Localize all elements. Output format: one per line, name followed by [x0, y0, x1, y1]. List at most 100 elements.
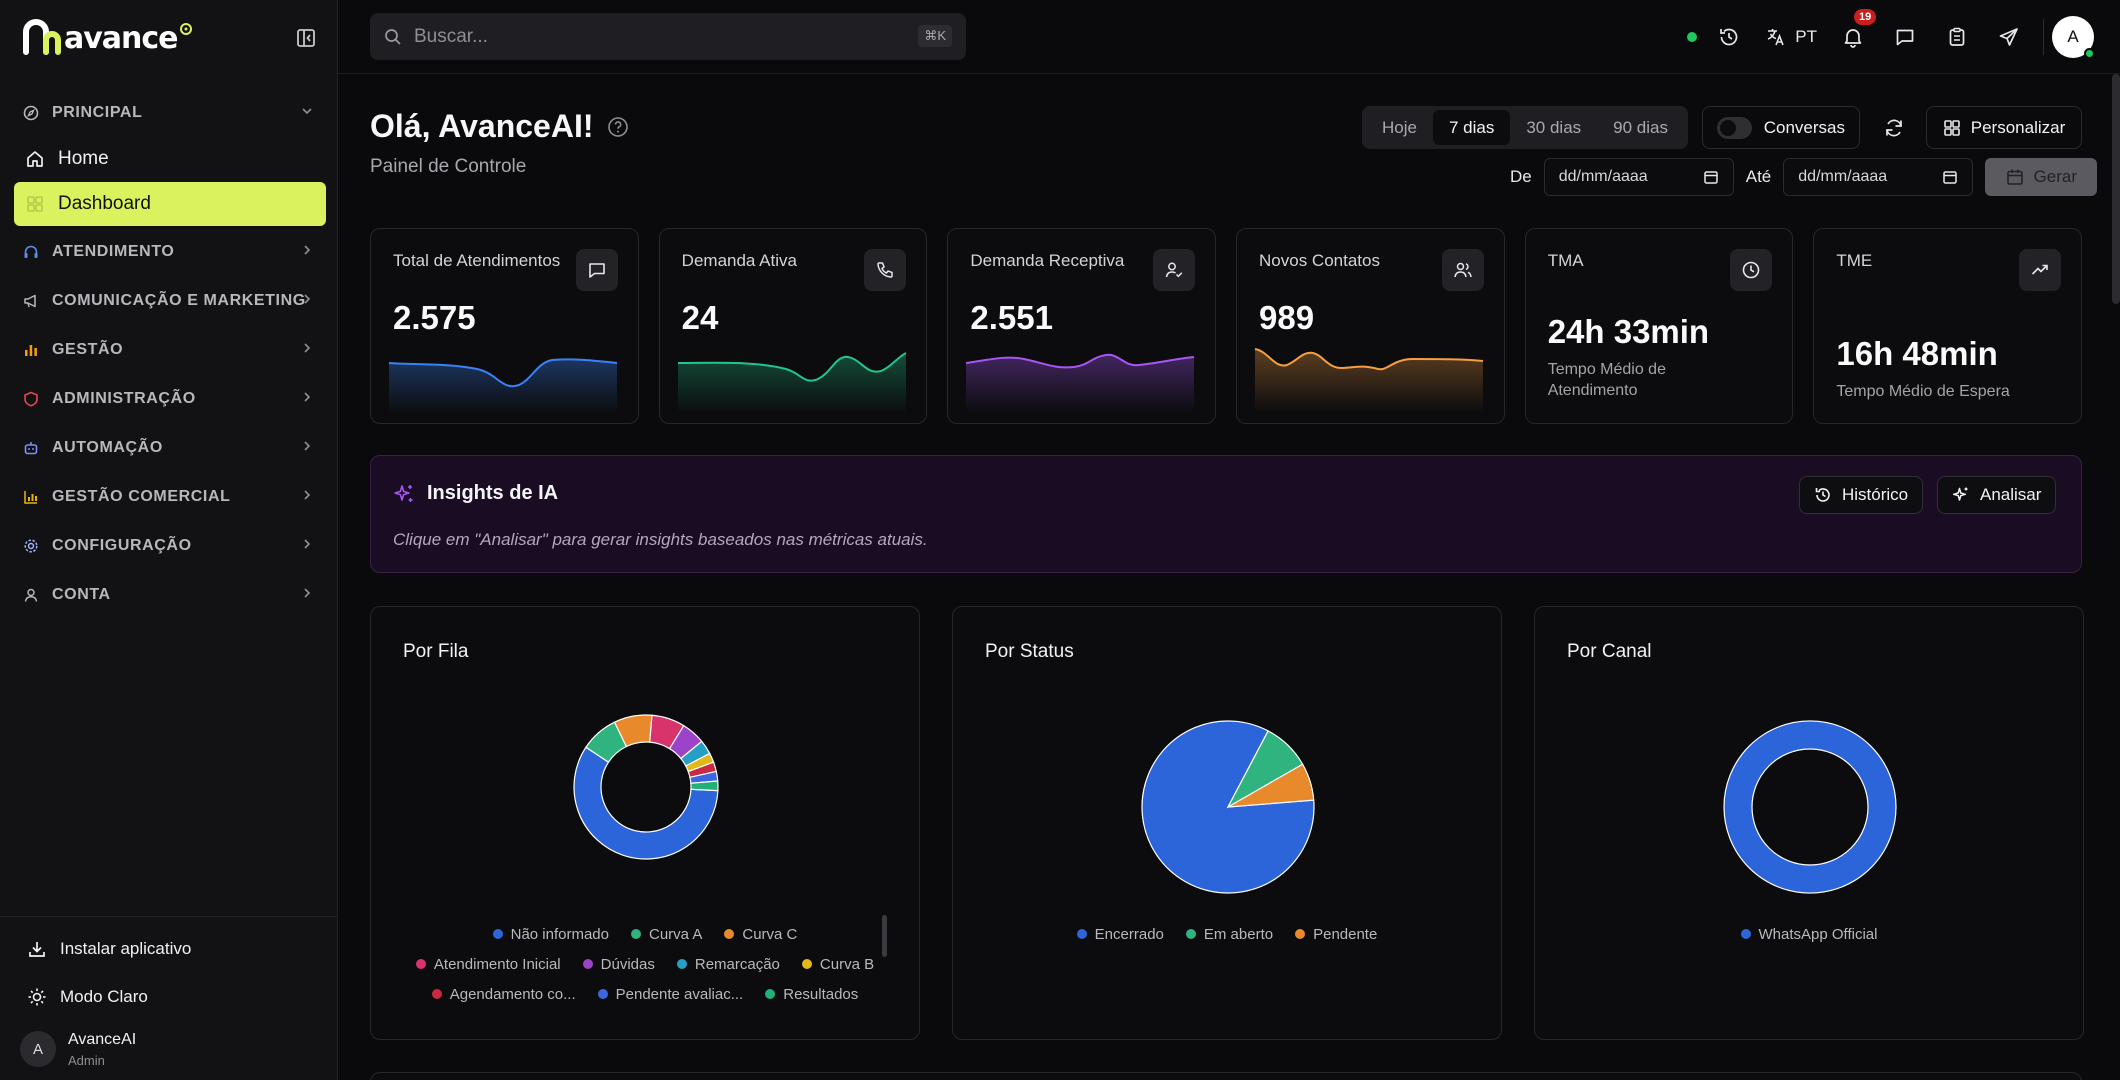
- metric-card-demanda-ativa: Demanda Ativa 24: [658, 228, 928, 424]
- conversas-toggle[interactable]: Conversas: [1702, 106, 1860, 149]
- clock-icon: [1730, 249, 1773, 291]
- nav-section-administracao[interactable]: ADMINISTRAÇÃO: [14, 374, 326, 423]
- generate-button[interactable]: Gerar: [1985, 158, 2098, 196]
- date-filter: De dd/mm/aaaa Até dd/mm/aaaa Gerar: [1510, 158, 2098, 196]
- online-indicator: [2084, 48, 2095, 59]
- legend-item: Curva B: [801, 956, 874, 973]
- customize-button[interactable]: Personalizar: [1926, 106, 2082, 149]
- logo-text: avance: [64, 20, 179, 56]
- nav-section-atendimento[interactable]: ATENDIMENTO: [14, 227, 326, 276]
- dashboard-main: Olá, AvanceAI! Painel de Controle Hoje 7…: [338, 74, 2120, 1080]
- logo-row: avance: [22, 18, 318, 58]
- legend-dot: [801, 959, 812, 969]
- user-info: AvanceAI Admin: [68, 1031, 136, 1068]
- user-avatar-button[interactable]: A: [2052, 16, 2095, 59]
- legend-item: WhatsApp Official: [1740, 925, 1878, 943]
- history-button[interactable]: [1703, 0, 1755, 74]
- pie-slice-n-o-informado[interactable]: [573, 746, 719, 860]
- nav-section-comunicacao[interactable]: COMUNICAÇÃO E MARKETING: [14, 276, 326, 325]
- sidebar-nav: PRINCIPAL Home Dashboard: [14, 88, 326, 619]
- from-date-input[interactable]: dd/mm/aaaa: [1543, 158, 1734, 196]
- messages-button[interactable]: [1879, 0, 1931, 74]
- theme-toggle-button[interactable]: Modo Claro: [0, 973, 338, 1021]
- history-button[interactable]: Histórico: [1799, 476, 1924, 514]
- tab-7-dias[interactable]: 7 dias: [1432, 110, 1511, 145]
- pie-slice-whatsapp-official[interactable]: [1723, 720, 1897, 894]
- user-icon: [22, 586, 40, 604]
- legend-scrollbar[interactable]: [882, 915, 887, 957]
- user-profile[interactable]: A AvanceAI Admin: [0, 1021, 338, 1077]
- metric-card-novos-contatos: Novos Contatos 989: [1236, 228, 1505, 424]
- legend-label: WhatsApp Official: [1758, 925, 1878, 943]
- pie-slice-resultados[interactable]: [690, 780, 719, 792]
- ai-insights-panel: Insights de IA Clique em "Analisar" para…: [370, 455, 2082, 573]
- from-label: De: [1510, 167, 1532, 186]
- nav-section-label: GESTÃO: [52, 340, 124, 358]
- card-title: Total de Atendimentos: [393, 251, 561, 270]
- page-scrollbar[interactable]: [2112, 74, 2120, 304]
- logo-mark-icon: [23, 19, 61, 55]
- from-date-placeholder: dd/mm/aaaa: [1558, 168, 1648, 185]
- tab-30-dias[interactable]: 30 dias: [1526, 117, 1582, 137]
- card-subtitle: Tempo Médio de Atendimento: [1547, 361, 1666, 399]
- legend-dot: [1076, 929, 1087, 939]
- phone-icon: [864, 249, 907, 291]
- notifications-button[interactable]: 19: [1827, 0, 1879, 74]
- legend-label: Curva A: [649, 925, 703, 943]
- send-button[interactable]: [1983, 0, 2035, 74]
- sparkline-novos-contatos: [1254, 348, 1484, 413]
- nav-section-label: ADMINISTRAÇÃO: [52, 389, 196, 407]
- sparkles-icon: [394, 484, 413, 502]
- user-check-icon: [1153, 249, 1196, 291]
- legend-item: Agendamento co...: [431, 985, 576, 1003]
- legend-dot: [582, 959, 593, 969]
- nav-section-conta[interactable]: CONTA: [14, 570, 326, 619]
- search-input[interactable]: Buscar... ⌘K: [370, 13, 966, 60]
- analyze-button[interactable]: Analisar: [1937, 476, 2057, 514]
- card-title: TMA: [1547, 251, 1584, 270]
- theme-toggle-label: Modo Claro: [60, 987, 148, 1006]
- logo[interactable]: avance: [22, 18, 193, 58]
- help-circle-icon[interactable]: [607, 116, 629, 138]
- sidebar-item-home[interactable]: Home: [14, 137, 326, 181]
- gear-icon: [22, 537, 40, 555]
- card-value: 24h 33min: [1547, 313, 1710, 350]
- refresh-button[interactable]: [1872, 106, 1915, 149]
- layout-grid-icon: [1943, 119, 1960, 136]
- install-app-button[interactable]: Instalar aplicativo: [0, 925, 338, 973]
- legend-row: Atendimento Inicial Dúvidas Remarcação C…: [371, 949, 919, 979]
- headphones-icon: [22, 243, 40, 261]
- card-value: 2.551: [970, 299, 1053, 336]
- nav-section-gestao-comercial[interactable]: GESTÃO COMERCIAL: [14, 472, 326, 521]
- card-title: Demanda Receptiva: [970, 251, 1125, 270]
- toggle-switch[interactable]: [1717, 116, 1752, 139]
- next-section-card: [370, 1072, 2082, 1080]
- topbar-actions: PT 19 A: [1687, 0, 2120, 74]
- nav-section-principal[interactable]: PRINCIPAL: [14, 88, 326, 137]
- nav-section-label: AUTOMAÇÃO: [52, 438, 163, 456]
- date-range-tabs: Hoje 7 dias 30 dias 90 dias: [1362, 106, 1688, 149]
- to-date-input[interactable]: dd/mm/aaaa: [1783, 158, 1974, 196]
- tab-hoje[interactable]: Hoje: [1382, 117, 1417, 137]
- language-selector[interactable]: PT: [1755, 0, 1827, 74]
- tasks-button[interactable]: [1931, 0, 1983, 74]
- nav-section-gestao[interactable]: GESTÃO: [14, 325, 326, 374]
- sparkles-icon: [1952, 487, 1968, 501]
- pie-slice-pendente[interactable]: [1227, 763, 1315, 808]
- sidebar-item-dashboard[interactable]: Dashboard: [14, 182, 326, 226]
- chevron-right-icon: [300, 292, 314, 306]
- nav-section-configuracao[interactable]: CONFIGURAÇÃO: [14, 521, 326, 570]
- card-subtitle: Tempo Médio de Espera: [1836, 383, 2010, 400]
- sidebar-collapse-button[interactable]: [294, 26, 318, 50]
- to-label: Até: [1745, 167, 1772, 186]
- legend-item: Encerrado: [1076, 926, 1164, 943]
- legend-item: Resultados: [765, 986, 858, 1003]
- chart-legend-status: Encerrado Em aberto Pendente: [953, 919, 1501, 949]
- tab-90-dias[interactable]: 90 dias: [1613, 117, 1668, 137]
- legend-dot: [1740, 929, 1751, 939]
- legend-label: Agendamento co...: [449, 985, 576, 1003]
- nav-section-automacao[interactable]: AUTOMAÇÃO: [14, 423, 326, 472]
- compass-icon: [22, 104, 40, 122]
- legend-item: Curva C: [724, 926, 797, 943]
- legend-item: Em aberto: [1185, 926, 1273, 943]
